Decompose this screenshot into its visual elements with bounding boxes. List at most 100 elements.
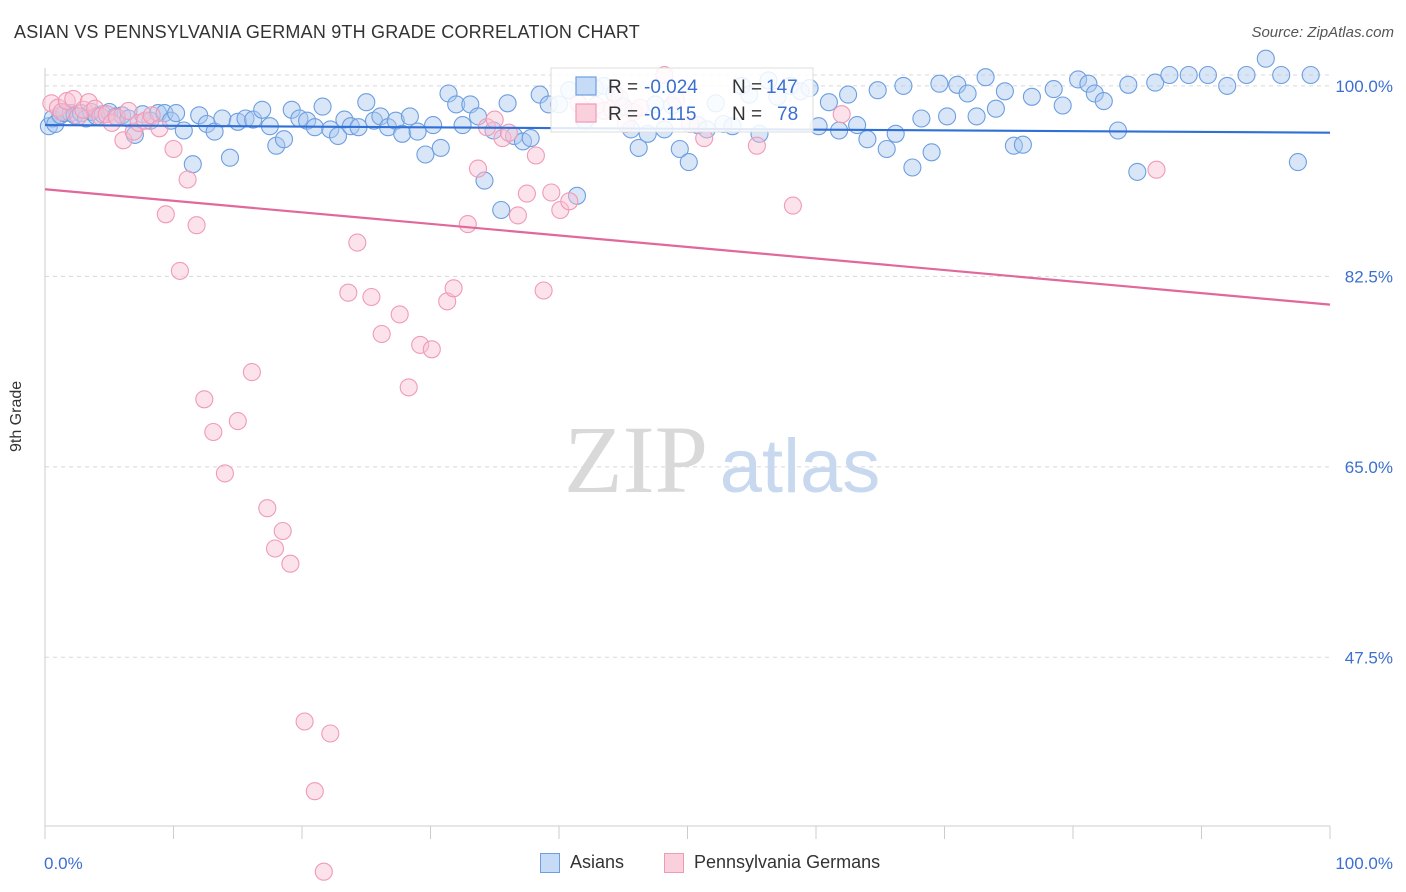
axes — [44, 68, 1331, 839]
point-asians — [868, 81, 887, 100]
point-pennsylvania-germans — [242, 363, 261, 382]
point-asians — [498, 94, 517, 113]
chart-title: ASIAN VS PENNSYLVANIA GERMAN 9TH GRADE C… — [14, 22, 640, 42]
point-asians — [995, 82, 1014, 101]
stats-n-label-asians: N = — [732, 77, 762, 98]
point-pennsylvania-germans — [832, 105, 851, 124]
legend-swatch-pennsylvania-germans — [664, 852, 684, 873]
point-asians — [1256, 49, 1275, 68]
point-asians — [431, 138, 450, 157]
point-asians — [1094, 92, 1113, 111]
point-pennsylvania-germans — [57, 92, 76, 111]
point-asians — [1301, 65, 1320, 85]
point-asians — [1272, 65, 1291, 85]
point-asians — [321, 120, 340, 139]
stats-r-value-asians: -0.024 — [644, 77, 698, 98]
point-asians — [408, 122, 427, 141]
legend-label-pennsylvania-germans: Pennsylvania Germans — [694, 852, 881, 872]
watermark-atlas: atlas — [720, 424, 881, 509]
point-asians — [253, 100, 272, 119]
point-pennsylvania-germans — [79, 93, 98, 112]
point-asians — [938, 107, 957, 126]
point-pennsylvania-germans — [534, 281, 553, 300]
point-pennsylvania-germans — [339, 283, 358, 302]
point-asians — [1237, 65, 1256, 85]
point-pennsylvania-germans — [178, 170, 197, 189]
point-asians — [886, 124, 905, 143]
point-asians — [1146, 73, 1165, 92]
point-asians — [416, 145, 435, 164]
point-pennsylvania-germans — [444, 279, 463, 298]
stats-n-value-pennsylvania-germans: 78 — [777, 104, 798, 125]
chart-source: Source: ZipAtlas.com — [1251, 24, 1394, 41]
point-asians — [958, 84, 977, 103]
point-pennsylvania-germans — [542, 183, 561, 202]
point-pennsylvania-germans — [52, 102, 71, 122]
point-pennsylvania-germans — [164, 139, 183, 159]
point-pennsylvania-germans — [485, 110, 504, 129]
point-pennsylvania-germans — [508, 206, 527, 225]
point-asians — [313, 97, 332, 116]
point-asians — [670, 139, 689, 159]
point-asians — [492, 200, 511, 220]
point-asians — [1218, 76, 1237, 95]
point-asians — [453, 116, 472, 135]
point-asians — [1013, 135, 1032, 154]
y-axis-label: 9th Grade — [8, 380, 25, 452]
legend-item-pennsylvania-germans[interactable]: Pennsylvania Germans — [664, 852, 880, 873]
point-asians — [1079, 74, 1098, 93]
point-asians — [386, 111, 405, 130]
point-asians — [819, 93, 838, 112]
watermark-zip: ZIP — [564, 406, 708, 513]
point-asians — [244, 110, 263, 129]
point-asians — [894, 76, 913, 95]
point-pennsylvania-germans — [170, 261, 189, 280]
point-pennsylvania-germans — [411, 335, 430, 354]
point-asians — [393, 124, 412, 143]
point-asians — [976, 68, 995, 87]
point-asians — [1069, 70, 1088, 89]
point-pennsylvania-germans — [399, 378, 418, 397]
point-asians — [1044, 80, 1063, 99]
point-pennsylvania-germans — [305, 782, 324, 801]
point-asians — [1288, 153, 1307, 172]
trend-line-pennsylvania-germans — [44, 188, 1331, 306]
point-asians — [357, 93, 376, 112]
point-pennsylvania-germans — [258, 499, 277, 518]
point-pennsylvania-germans — [265, 539, 285, 558]
stats-n-label-pennsylvania-germans: N = — [732, 104, 762, 125]
point-pennsylvania-germans — [97, 105, 116, 124]
point-pennsylvania-germans — [119, 101, 138, 120]
point-pennsylvania-germans — [438, 292, 457, 311]
point-asians — [424, 116, 443, 135]
point-asians — [1004, 136, 1023, 155]
point-pennsylvania-germans — [281, 554, 300, 573]
point-pennsylvania-germans — [422, 340, 441, 359]
point-asians — [986, 99, 1005, 118]
point-asians — [213, 109, 232, 128]
point-pennsylvania-germans — [321, 724, 340, 743]
point-pennsylvania-germans — [156, 205, 175, 224]
legend-item-asians[interactable]: Asians — [540, 852, 624, 873]
point-asians — [1119, 75, 1138, 94]
point-pennsylvania-germans — [783, 196, 802, 215]
point-asians — [335, 110, 354, 129]
point-asians — [1160, 65, 1179, 85]
point-asians — [930, 74, 949, 93]
y-tick-label: 47.5% — [1345, 648, 1393, 667]
point-asians — [174, 121, 193, 140]
point-asians — [267, 136, 286, 155]
point-asians — [839, 85, 858, 104]
point-pennsylvania-germans — [747, 136, 766, 155]
point-asians — [400, 107, 419, 126]
legend-label-asians: Asians — [570, 852, 625, 872]
point-pennsylvania-germans — [187, 216, 206, 235]
point-asians — [298, 111, 317, 130]
point-pennsylvania-germans — [372, 324, 391, 344]
y-tick-label: 65.0% — [1345, 458, 1393, 477]
point-asians — [1179, 65, 1198, 85]
point-pennsylvania-germans — [526, 146, 545, 165]
point-pennsylvania-germans — [195, 390, 214, 409]
stats-swatch-pennsylvania-germans — [575, 103, 597, 123]
